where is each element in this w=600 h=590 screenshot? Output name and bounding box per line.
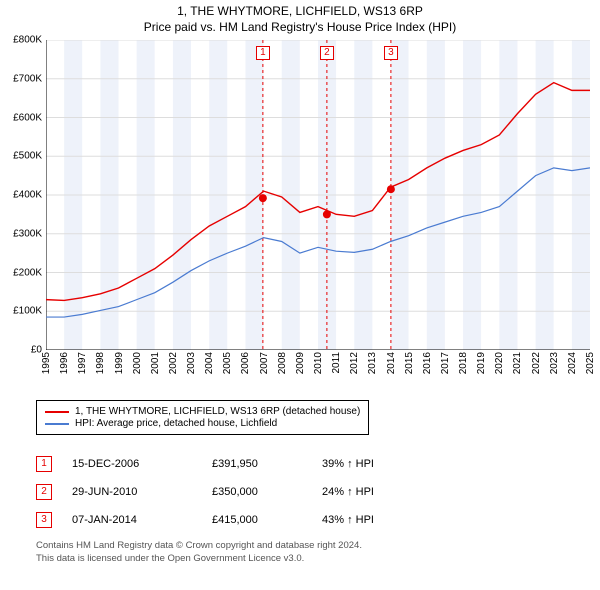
legend-item: HPI: Average price, detached house, Lich…	[45, 418, 360, 429]
y-axis-label: £300K	[13, 228, 42, 239]
x-axis-label: 1996	[59, 352, 70, 374]
x-axis-label: 2012	[349, 352, 360, 374]
x-axis-label: 1998	[95, 352, 106, 374]
x-axis-label: 2007	[259, 352, 270, 374]
footer-line-1: Contains HM Land Registry data © Crown c…	[36, 540, 362, 553]
chart-title-block: 1, THE WHYTMORE, LICHFIELD, WS13 6RP Pri…	[0, 0, 600, 34]
y-axis-label: £600K	[13, 112, 42, 123]
x-axis-label: 2015	[404, 352, 415, 374]
x-axis-label: 2023	[549, 352, 560, 374]
legend-item: 1, THE WHYTMORE, LICHFIELD, WS13 6RP (de…	[45, 406, 360, 417]
legend-swatch	[45, 411, 69, 413]
y-axis-label: £400K	[13, 190, 42, 201]
sale-date: 07-JAN-2014	[72, 514, 212, 526]
x-axis-label: 2002	[168, 352, 179, 374]
sale-marker-box: 2	[36, 484, 52, 500]
x-axis-label: 2014	[386, 352, 397, 374]
footer-line-2: This data is licensed under the Open Gov…	[36, 553, 362, 566]
sale-price: £350,000	[212, 486, 322, 498]
x-axis-label: 2008	[277, 352, 288, 374]
footer-attribution: Contains HM Land Registry data © Crown c…	[36, 540, 362, 566]
legend-swatch	[45, 423, 69, 425]
sale-marker-box: 3	[36, 512, 52, 528]
x-axis-label: 2018	[458, 352, 469, 374]
x-axis-label: 2006	[240, 352, 251, 374]
sale-price: £391,950	[212, 458, 322, 470]
sale-marker-number: 2	[320, 46, 334, 60]
sale-date: 29-JUN-2010	[72, 486, 212, 498]
x-axis-label: 2011	[331, 352, 342, 374]
x-axis-label: 2019	[476, 352, 487, 374]
price-chart	[46, 40, 590, 350]
sale-marker-box: 1	[36, 456, 52, 472]
x-axis-label: 2004	[204, 352, 215, 374]
legend-label: HPI: Average price, detached house, Lich…	[75, 418, 277, 429]
x-axis-label: 2001	[150, 352, 161, 374]
y-axis-label: £500K	[13, 151, 42, 162]
x-axis-label: 2024	[567, 352, 578, 374]
x-axis-label: 1999	[114, 352, 125, 374]
chart-area: £0£100K£200K£300K£400K£500K£600K£700K£80…	[46, 40, 590, 350]
sales-row: 2 29-JUN-2010 £350,000 24% ↑ HPI	[36, 478, 422, 506]
sales-row: 3 07-JAN-2014 £415,000 43% ↑ HPI	[36, 506, 422, 534]
sale-date: 15-DEC-2006	[72, 458, 212, 470]
y-axis-label: £200K	[13, 267, 42, 278]
title-line-2: Price paid vs. HM Land Registry's House …	[0, 20, 600, 34]
x-axis-label: 2013	[367, 352, 378, 374]
y-axis-label: £800K	[13, 35, 42, 46]
x-axis-label: 2005	[222, 352, 233, 374]
chart-legend: 1, THE WHYTMORE, LICHFIELD, WS13 6RP (de…	[36, 400, 369, 435]
x-axis-label: 2010	[313, 352, 324, 374]
x-axis-label: 2017	[440, 352, 451, 374]
x-axis-label: 1997	[77, 352, 88, 374]
sale-marker-number: 3	[384, 46, 398, 60]
sale-price: £415,000	[212, 514, 322, 526]
x-axis-label: 2003	[186, 352, 197, 374]
x-axis-label: 2000	[132, 352, 143, 374]
y-axis-label: £700K	[13, 73, 42, 84]
x-axis-label: 2009	[295, 352, 306, 374]
sale-vs-hpi: 43% ↑ HPI	[322, 514, 422, 526]
sales-row: 1 15-DEC-2006 £391,950 39% ↑ HPI	[36, 450, 422, 478]
sale-marker-number: 1	[256, 46, 270, 60]
sale-vs-hpi: 24% ↑ HPI	[322, 486, 422, 498]
x-axis-label: 2025	[585, 352, 596, 374]
sales-table: 1 15-DEC-2006 £391,950 39% ↑ HPI 2 29-JU…	[36, 450, 422, 534]
title-line-1: 1, THE WHYTMORE, LICHFIELD, WS13 6RP	[0, 4, 600, 18]
x-axis-label: 1995	[41, 352, 52, 374]
x-axis-label: 2021	[512, 352, 523, 374]
x-axis-label: 2020	[494, 352, 505, 374]
x-axis-label: 2016	[422, 352, 433, 374]
legend-label: 1, THE WHYTMORE, LICHFIELD, WS13 6RP (de…	[75, 406, 360, 417]
y-axis-label: £100K	[13, 306, 42, 317]
x-axis-label: 2022	[531, 352, 542, 374]
sale-vs-hpi: 39% ↑ HPI	[322, 458, 422, 470]
